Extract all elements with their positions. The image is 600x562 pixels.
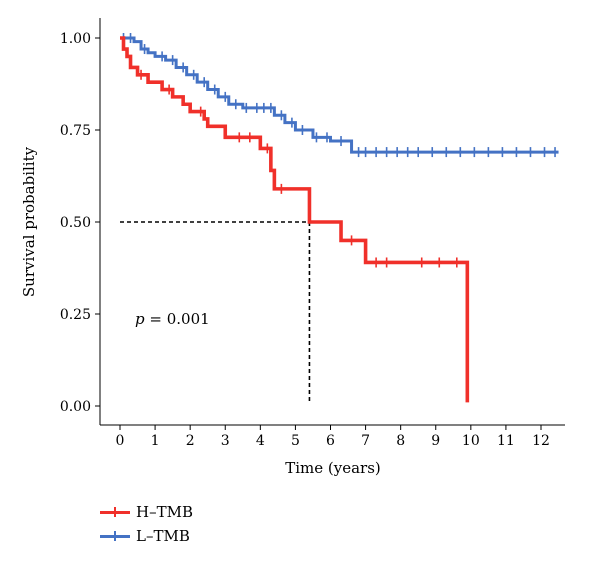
y-tick-label: 1.00 <box>60 31 91 47</box>
axes: 0.000.250.500.751.000 1 2 3 4 5 6 7 8 9 10 11 12 <box>60 18 565 449</box>
x-tick-label: 2 <box>186 433 195 449</box>
x-tick-label: 4 <box>256 433 265 449</box>
x-tick-label: 3 <box>221 433 230 449</box>
legend-item-h-tmb: H–TMB <box>100 500 193 524</box>
curve-l-tmb <box>120 33 559 158</box>
legend-swatch-h-tmb <box>100 505 130 519</box>
x-tick-label: 10 <box>462 433 480 449</box>
x-tick-label: 9 <box>431 433 440 449</box>
legend: H–TMB L–TMB <box>100 500 193 548</box>
p-value-annotation: p = 0.001 <box>135 310 210 328</box>
x-tick-label: 5 <box>291 433 300 449</box>
x-axis-title: Time (years) <box>285 459 381 477</box>
survival-curves <box>120 33 559 403</box>
legend-label-h-tmb: H–TMB <box>136 503 193 521</box>
y-tick-label: 0.50 <box>60 215 91 231</box>
y-axis-title: Survival probability <box>20 146 38 297</box>
x-tick-label: 6 <box>326 433 335 449</box>
x-tick-label: 8 <box>396 433 405 449</box>
legend-label-l-tmb: L–TMB <box>136 527 190 545</box>
x-tick-label: 11 <box>497 433 515 449</box>
x-tick-label: 7 <box>361 433 370 449</box>
legend-swatch-l-tmb <box>100 529 130 543</box>
y-tick-label: 0.25 <box>60 307 91 323</box>
survival-line-h-tmb <box>120 36 470 403</box>
x-tick-label: 0 <box>116 433 125 449</box>
legend-item-l-tmb: L–TMB <box>100 524 193 548</box>
x-tick-label: 12 <box>532 433 550 449</box>
survival-line-l-tmb <box>120 36 559 154</box>
p-text: = 0.001 <box>145 310 210 328</box>
y-tick-label: 0.75 <box>60 123 91 139</box>
median-guides <box>120 221 311 404</box>
curve-h-tmb <box>120 36 470 403</box>
x-tick-label: 1 <box>151 433 160 449</box>
y-tick-label: 0.00 <box>60 399 91 415</box>
p-symbol: p <box>135 310 145 328</box>
